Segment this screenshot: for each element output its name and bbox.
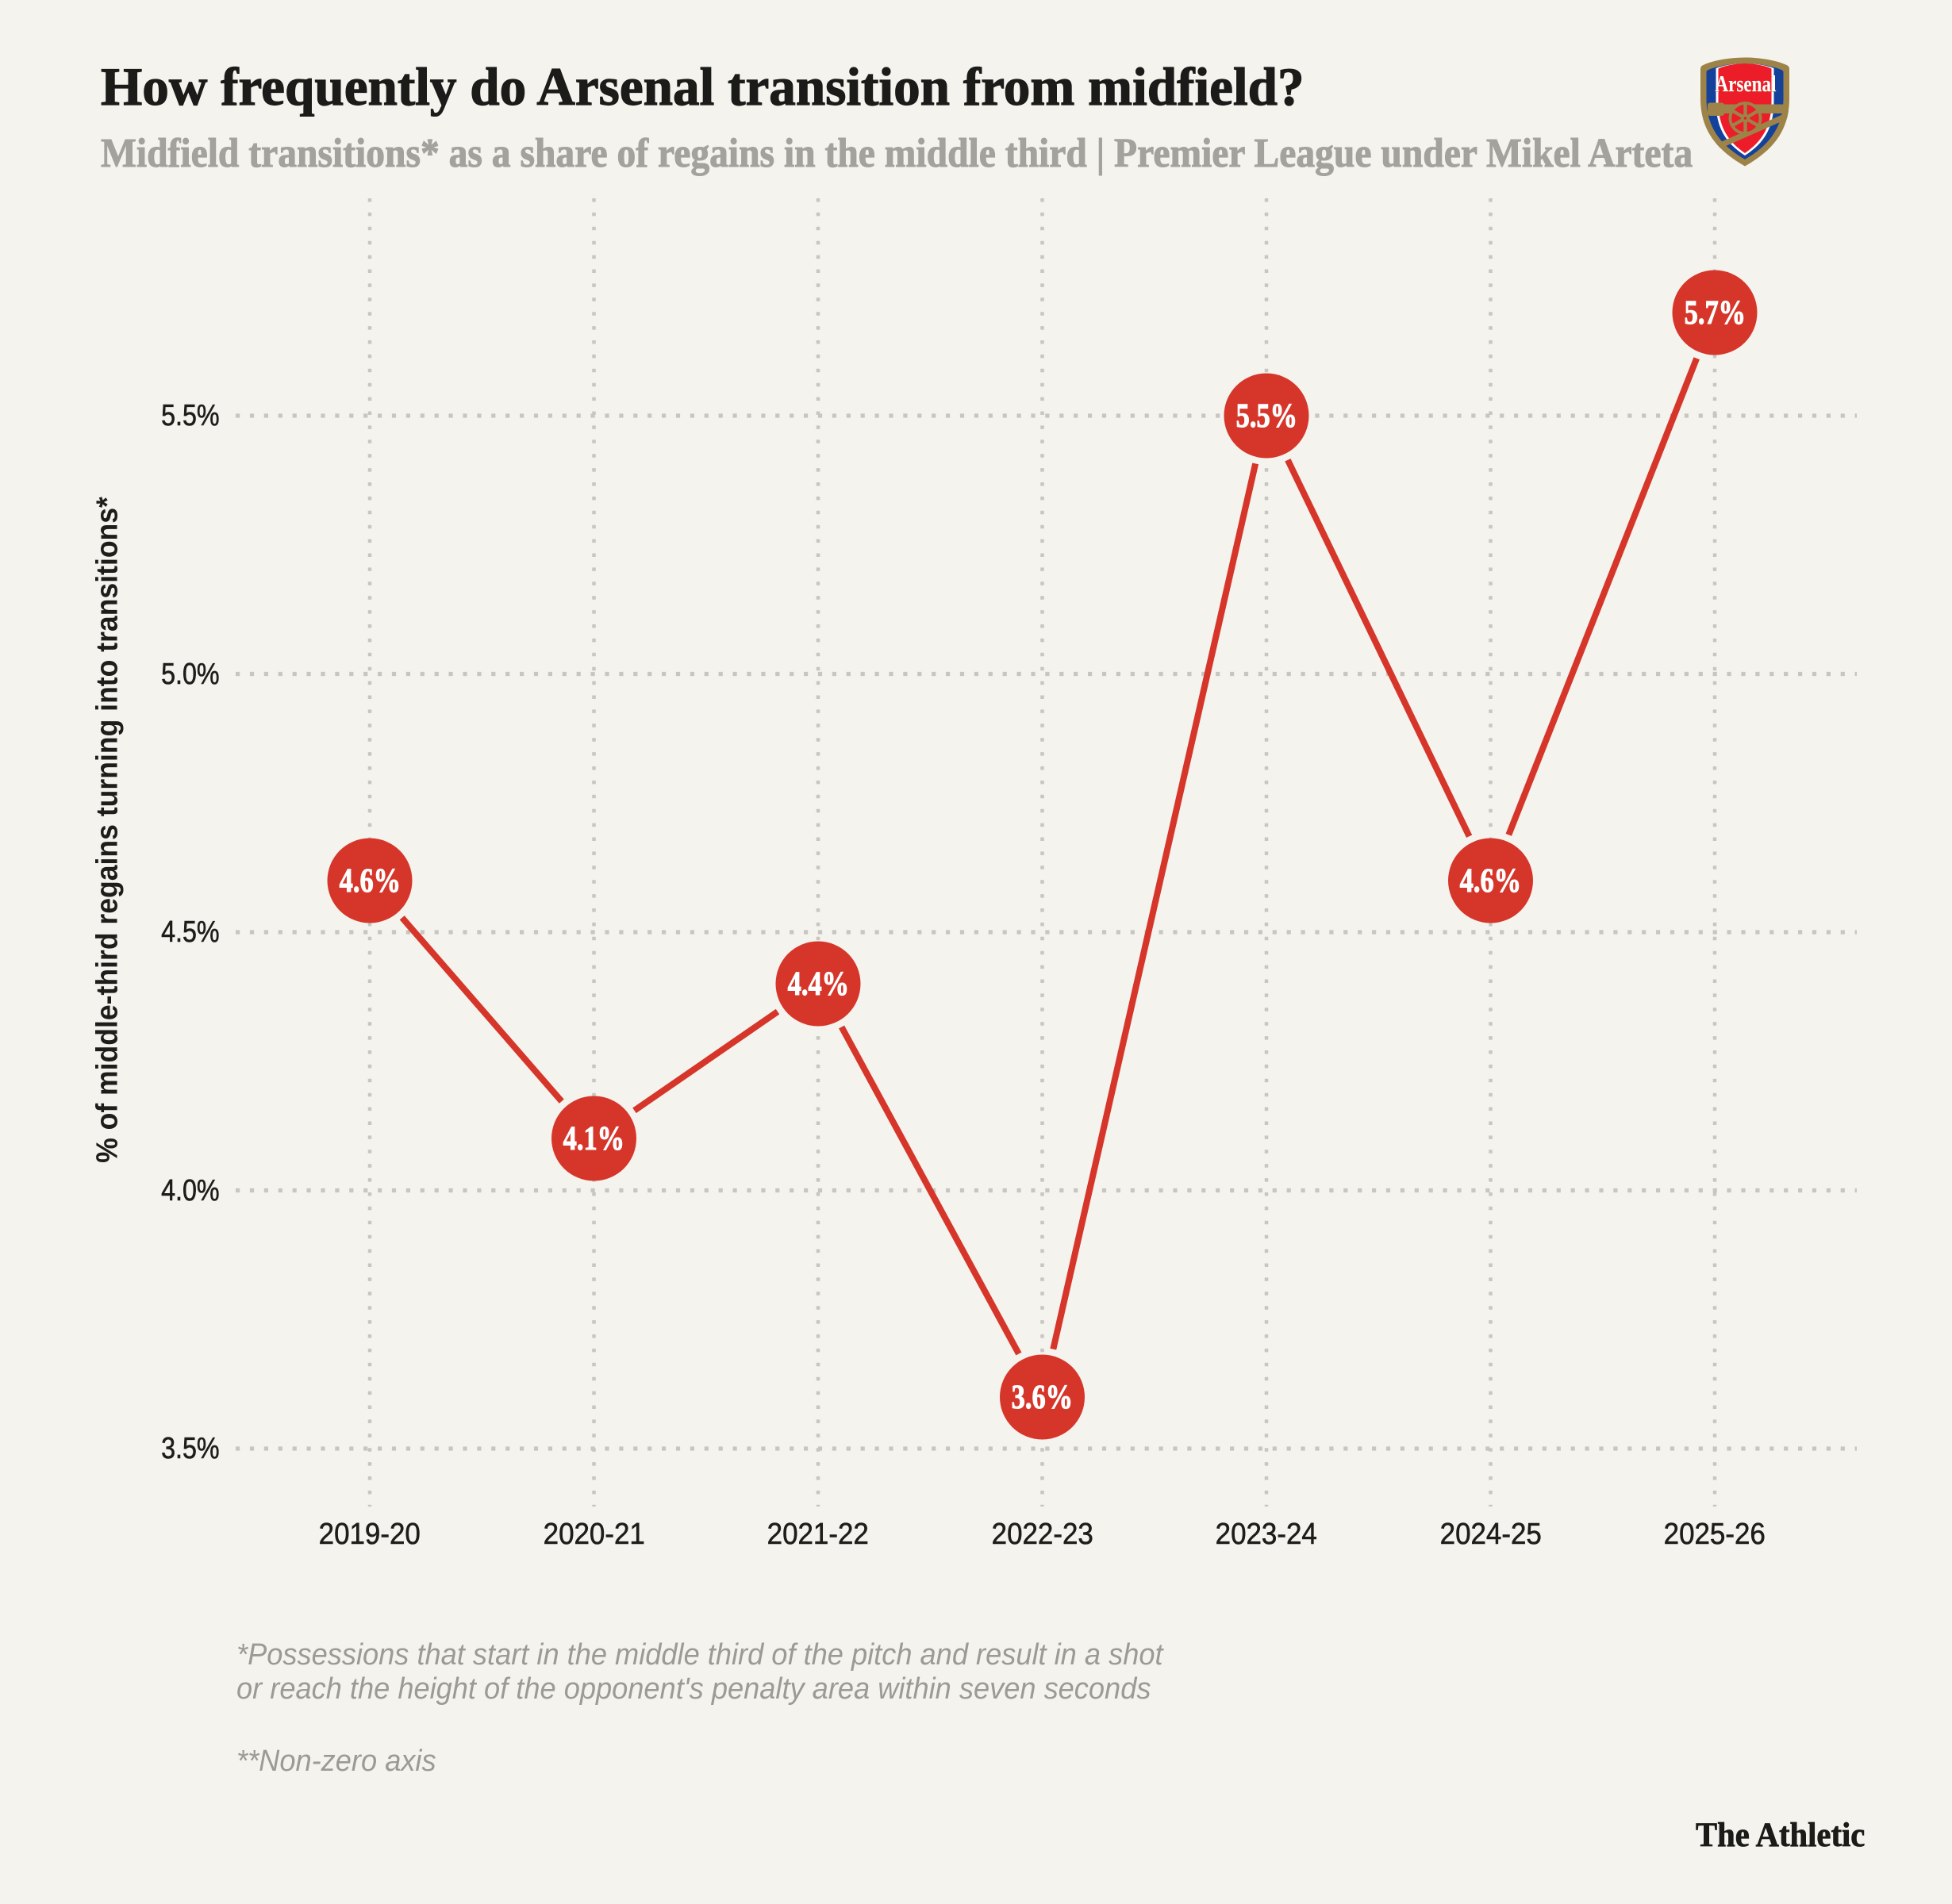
svg-text:Arsenal: Arsenal [1716,73,1777,98]
svg-text:Arsenal: Arsenal [1716,72,1777,97]
